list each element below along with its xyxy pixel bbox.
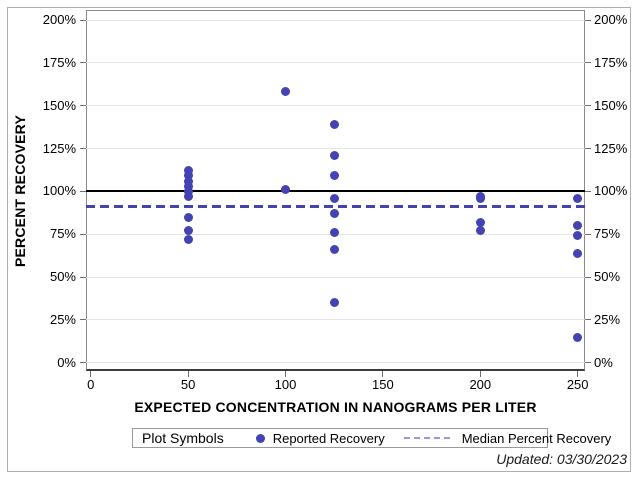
y-axis-tick-left <box>80 105 86 107</box>
x-tick-label: 250 <box>566 377 589 392</box>
gridline <box>86 148 585 150</box>
y-axis-tick-left <box>80 319 86 321</box>
y-axis-title: PERCENT RECOVERY <box>12 114 28 268</box>
x-tick-label: 150 <box>372 377 394 392</box>
gridline <box>86 276 585 278</box>
gridline <box>86 62 585 64</box>
gridline <box>86 362 585 364</box>
y-tick-label-left: 50% <box>49 269 76 285</box>
y-tick-label-left: 0% <box>57 354 76 370</box>
y-tick-label-left: 200% <box>42 12 76 28</box>
y-tick-label-right: 100% <box>594 183 628 199</box>
data-point <box>573 248 583 258</box>
y-tick-label-right: 175% <box>594 54 628 70</box>
gridline <box>86 319 585 321</box>
y-tick-label-right: 25% <box>594 311 621 327</box>
legend-title: Plot Symbols <box>142 430 224 446</box>
y-axis-tick-left <box>80 233 86 235</box>
legend-entry-reported-recovery: Reported Recovery <box>272 430 385 446</box>
median-dashed-line-icon <box>403 437 452 439</box>
data-point <box>329 193 339 203</box>
data-point <box>329 171 339 181</box>
y-tick-label-right: 200% <box>594 12 628 28</box>
data-point <box>329 120 339 130</box>
data-point <box>329 245 339 255</box>
y-axis-tick-right <box>585 319 591 321</box>
y-tick-label-left: 75% <box>49 226 76 242</box>
x-axis-title: EXPECTED CONCENTRATION IN NANOGRAMS PER … <box>134 399 537 415</box>
y-axis-tick-right <box>585 233 591 235</box>
data-point <box>475 193 485 203</box>
y-tick-label-left: 175% <box>42 54 76 70</box>
y-axis-tick-right <box>585 276 591 278</box>
y-tick-label-left: 100% <box>42 183 76 199</box>
y-tick-label-right: 75% <box>594 226 621 242</box>
data-point <box>183 166 193 176</box>
data-point <box>475 226 485 236</box>
data-point <box>183 186 193 196</box>
y-axis-tick-right <box>585 62 591 64</box>
x-axis-tick <box>479 371 481 377</box>
x-axis-tick <box>187 371 189 377</box>
y-tick-label-right: 125% <box>594 140 628 156</box>
x-axis-tick <box>285 371 286 377</box>
data-point <box>281 87 290 97</box>
data-point <box>573 332 583 342</box>
reported-recovery-dot-icon <box>255 433 265 443</box>
gridline <box>86 105 585 107</box>
y-axis-tick-right <box>585 190 591 192</box>
y-tick-label-right: 0% <box>594 354 613 370</box>
data-point <box>281 185 290 195</box>
gridline <box>86 19 585 21</box>
y-axis-tick-left <box>80 148 86 150</box>
x-axis-tick <box>577 371 579 377</box>
data-point <box>329 227 339 237</box>
y-tick-label-left: 125% <box>42 140 76 156</box>
legend: Plot Symbols Reported Recovery Median Pe… <box>132 428 611 448</box>
data-point <box>329 209 339 219</box>
data-point <box>183 234 193 244</box>
data-point <box>183 212 193 222</box>
y-axis-tick-left <box>80 362 86 364</box>
y-tick-label-left: 25% <box>49 311 76 327</box>
x-tick-label: 50 <box>180 377 196 392</box>
y-axis-tick-left <box>80 276 86 278</box>
data-point <box>573 193 583 203</box>
x-tick-label: 100 <box>274 377 297 392</box>
y-axis-tick-right <box>585 105 591 107</box>
median-dashed-line <box>86 205 585 209</box>
y-axis-tick-left <box>80 19 86 21</box>
data-point <box>329 298 339 308</box>
data-point <box>183 192 193 201</box>
x-tick-label: 200 <box>469 377 492 392</box>
y-axis-tick-left <box>80 190 86 192</box>
data-point <box>183 226 193 236</box>
data-point <box>183 176 193 186</box>
y-axis-tick-right <box>585 19 591 21</box>
data-point <box>475 217 485 227</box>
y-axis-tick-left <box>80 62 86 64</box>
y-tick-label-right: 150% <box>594 97 628 113</box>
data-point <box>183 181 193 191</box>
y-tick-label-left: 150% <box>42 97 76 113</box>
data-point <box>573 221 583 231</box>
x-tick-label: 0 <box>87 377 95 392</box>
graph-border <box>7 7 631 472</box>
data-point <box>183 171 193 181</box>
legend-entry-median-recovery: Median Percent Recovery <box>461 430 612 446</box>
reference-line-100pct <box>86 190 585 193</box>
x-axis-tick <box>382 371 384 377</box>
y-axis-tick-right <box>585 148 591 150</box>
y-axis-tick-right <box>585 362 591 364</box>
x-axis-tick <box>90 371 92 377</box>
data-point <box>573 231 583 241</box>
data-point <box>329 150 339 160</box>
y-tick-label-right: 50% <box>594 269 621 285</box>
updated-note: Updated: 03/30/2023 <box>496 451 627 467</box>
